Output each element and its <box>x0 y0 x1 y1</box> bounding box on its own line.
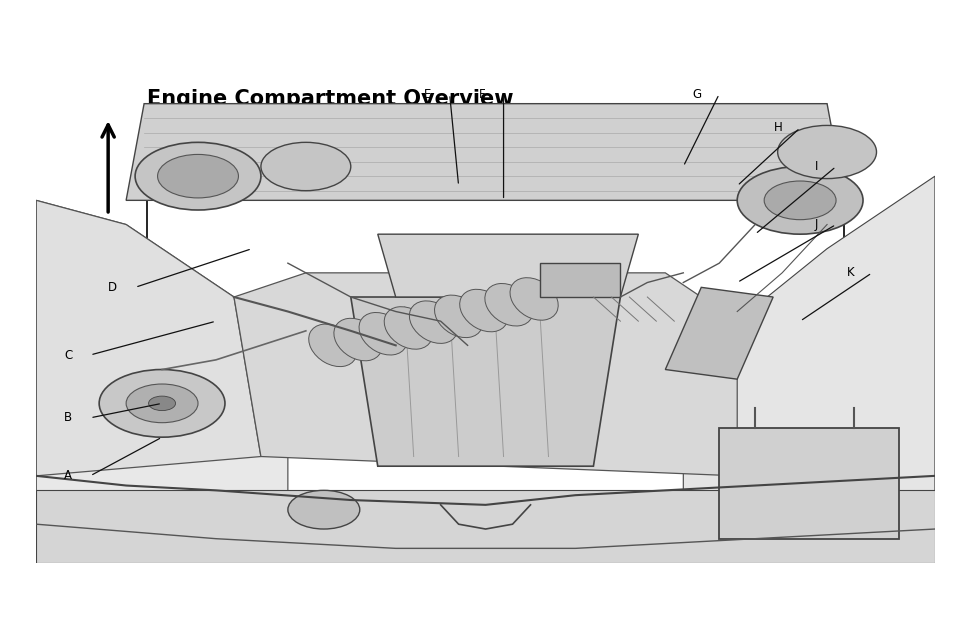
Polygon shape <box>539 263 619 297</box>
Circle shape <box>288 490 359 529</box>
Ellipse shape <box>510 278 558 320</box>
Polygon shape <box>36 200 261 476</box>
Polygon shape <box>682 176 934 563</box>
Text: E: E <box>424 88 431 100</box>
Circle shape <box>763 181 835 219</box>
Circle shape <box>737 167 862 234</box>
Polygon shape <box>233 273 737 476</box>
Text: H: H <box>773 121 781 134</box>
Text: G: G <box>692 88 700 100</box>
Text: C: C <box>64 349 72 361</box>
Ellipse shape <box>409 301 457 343</box>
Circle shape <box>126 384 198 423</box>
Polygon shape <box>351 297 619 466</box>
Ellipse shape <box>309 324 356 366</box>
Text: K: K <box>845 266 853 279</box>
Ellipse shape <box>334 318 381 361</box>
Circle shape <box>135 142 261 210</box>
Circle shape <box>99 370 225 437</box>
Text: J: J <box>814 218 818 231</box>
Circle shape <box>157 155 238 198</box>
Text: B: B <box>64 411 72 424</box>
Ellipse shape <box>459 289 507 332</box>
Circle shape <box>149 396 175 411</box>
Polygon shape <box>36 200 288 563</box>
Polygon shape <box>36 490 934 563</box>
Ellipse shape <box>484 284 533 326</box>
Polygon shape <box>377 234 638 297</box>
Circle shape <box>777 125 876 179</box>
Text: F: F <box>478 88 485 100</box>
Text: 244: 244 <box>147 525 179 541</box>
Bar <box>147 137 842 509</box>
Circle shape <box>261 142 351 191</box>
Polygon shape <box>719 427 898 539</box>
Ellipse shape <box>384 307 432 349</box>
Ellipse shape <box>434 295 482 338</box>
Text: D: D <box>108 281 117 294</box>
Polygon shape <box>126 104 844 200</box>
Polygon shape <box>664 287 772 379</box>
Ellipse shape <box>358 312 407 355</box>
Text: A: A <box>64 469 72 482</box>
Text: Engine Compartment Overview: Engine Compartment Overview <box>147 88 514 109</box>
Text: I: I <box>814 160 818 173</box>
Text: When you open the hood on the 2.4L L4 engine, this is what you will see:: When you open the hood on the 2.4L L4 en… <box>147 118 685 133</box>
